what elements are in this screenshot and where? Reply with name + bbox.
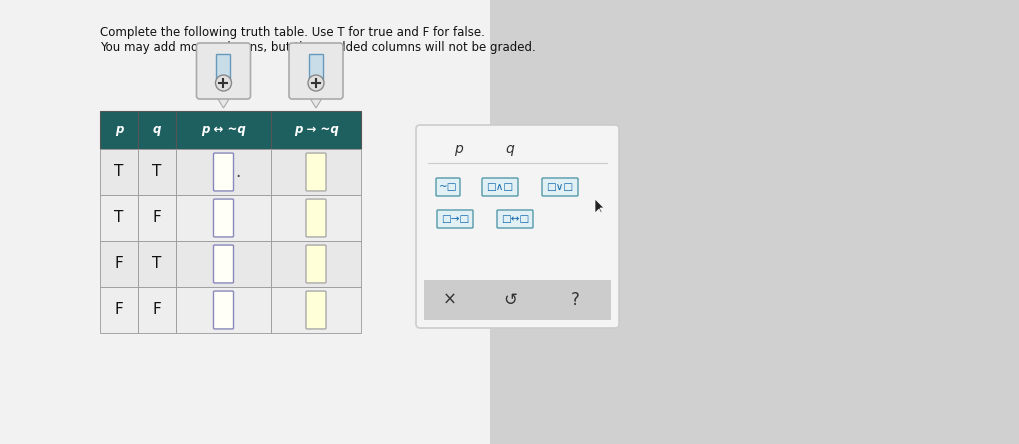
FancyBboxPatch shape [306,291,326,329]
FancyBboxPatch shape [496,210,533,228]
Bar [138,195,176,241]
FancyBboxPatch shape [288,43,342,99]
FancyBboxPatch shape [541,178,578,196]
FancyBboxPatch shape [213,153,233,191]
Bar [138,287,176,333]
Bar [0,0,489,444]
Text: p → ~q: p → ~q [293,123,338,136]
Bar [100,241,138,287]
Bar [489,0,1019,444]
Text: ↺: ↺ [502,291,517,309]
Bar [424,280,610,320]
Text: T: T [114,210,123,226]
Bar [216,54,230,80]
FancyBboxPatch shape [213,199,233,237]
Bar [271,287,361,333]
FancyBboxPatch shape [197,43,251,99]
Text: F: F [114,257,123,271]
FancyBboxPatch shape [306,153,326,191]
Text: F: F [153,210,161,226]
FancyBboxPatch shape [306,199,326,237]
Text: p ↔ ~q: p ↔ ~q [201,123,246,136]
FancyBboxPatch shape [213,245,233,283]
Circle shape [308,75,324,91]
Text: □∧□: □∧□ [486,182,513,192]
Bar [176,241,271,287]
Text: p: p [453,142,462,156]
Bar [176,111,271,149]
Bar [176,195,271,241]
Circle shape [215,75,231,91]
FancyBboxPatch shape [213,291,233,329]
Text: T: T [152,164,162,179]
Bar [176,287,271,333]
Text: □↔□: □↔□ [500,214,529,224]
Bar [271,111,361,149]
Text: T: T [152,257,162,271]
FancyBboxPatch shape [306,245,326,283]
Text: p: p [115,123,123,136]
Bar [138,241,176,287]
Text: Complete the following truth table. Use T for true and F for false.: Complete the following truth table. Use … [100,26,484,39]
Bar [100,287,138,333]
Bar [271,195,361,241]
Text: ~□: ~□ [438,182,457,192]
Text: □∨□: □∨□ [546,182,573,192]
Text: ×: × [442,291,457,309]
Text: q: q [153,123,161,136]
Text: F: F [114,302,123,317]
Polygon shape [308,95,324,108]
Bar [176,149,271,195]
FancyBboxPatch shape [435,178,460,196]
Bar [271,241,361,287]
Text: □→□: □→□ [440,214,469,224]
Bar [271,149,361,195]
Polygon shape [215,95,231,108]
Bar [309,54,323,80]
Bar [138,111,176,149]
FancyBboxPatch shape [482,178,518,196]
Text: q: q [505,142,514,156]
Text: ?: ? [570,291,579,309]
Text: .: . [235,163,240,181]
Bar [100,149,138,195]
FancyBboxPatch shape [436,210,473,228]
Bar [100,195,138,241]
Bar [100,111,138,149]
Text: You may add more columns, but those added columns will not be graded.: You may add more columns, but those adde… [100,41,535,54]
Text: F: F [153,302,161,317]
Polygon shape [594,199,603,213]
Bar [138,149,176,195]
FancyBboxPatch shape [416,125,619,328]
Text: T: T [114,164,123,179]
